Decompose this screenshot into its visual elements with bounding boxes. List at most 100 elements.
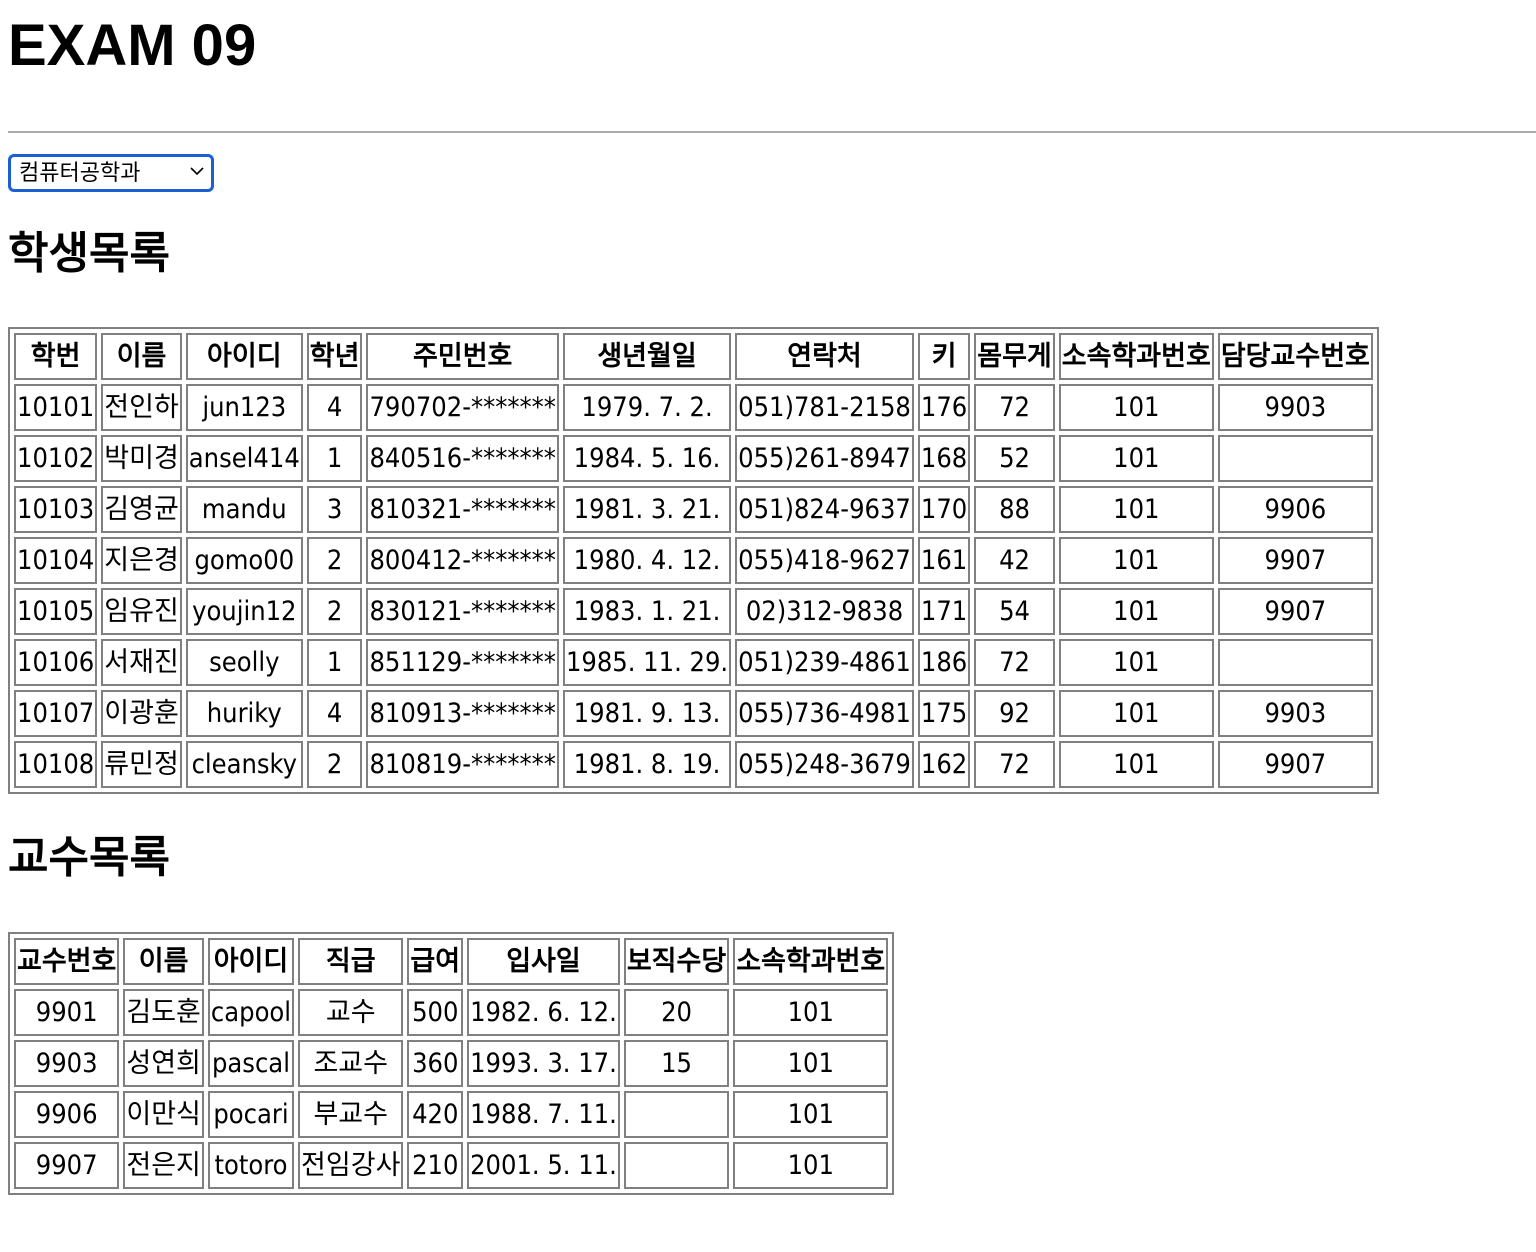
table-cell: 9906 <box>1217 486 1373 533</box>
table-cell: 055)418-9627 <box>735 537 914 584</box>
table-cell: 176 <box>917 384 971 431</box>
table-cell: gomo00 <box>185 537 303 584</box>
table-header-row: 학번 이름 아이디 학년 주민번호 생년월일 연락처 키 몸무게 소속학과번호 담당교수번호 <box>14 333 1373 380</box>
table-cell: 055)736-4981 <box>735 690 914 737</box>
table-cell: 류민정 <box>101 741 182 788</box>
table-row: 9901 김도훈 capool 교수 500 1982. 6. 12. 20 101 <box>14 989 889 1036</box>
table-cell: 2 <box>306 588 363 635</box>
department-select-value: 컴퓨터공학과 <box>19 161 141 186</box>
table-cell: 1 <box>306 639 363 686</box>
table-cell: 101 <box>1058 486 1214 533</box>
table-cell: 전은지 <box>123 1142 204 1189</box>
table-row: 9903 성연희 pascal 조교수 360 1993. 3. 17. 15 101 <box>14 1040 889 1087</box>
table-cell: totoro <box>207 1142 295 1189</box>
table-cell: 800412-******* <box>366 537 559 584</box>
table-cell: 10103 <box>14 486 98 533</box>
table-cell: 1981. 9. 13. <box>562 690 732 737</box>
table-cell: 3 <box>306 486 363 533</box>
column-header: 학년 <box>306 333 363 380</box>
divider <box>8 131 1536 133</box>
table-cell: 186 <box>917 639 971 686</box>
column-header: 이름 <box>123 938 204 985</box>
table-cell: seolly <box>185 639 303 686</box>
table-cell: 박미경 <box>101 435 182 482</box>
chevron-down-icon <box>190 167 204 176</box>
table-cell: 051)781-2158 <box>735 384 914 431</box>
table-cell: 10104 <box>14 537 98 584</box>
table-cell: 조교수 <box>298 1040 404 1087</box>
table-cell <box>623 1142 730 1189</box>
table-cell: 부교수 <box>298 1091 404 1138</box>
table-cell: 9907 <box>1217 741 1373 788</box>
table-row: 10108 류민정 cleansky 2 810819-******* 1981. 8. … <box>14 741 1373 788</box>
table-row: 10106 서재진 seolly 1 851129-******* 1985. 11. 2… <box>14 639 1373 686</box>
table-cell: 2001. 5. 11. <box>467 1142 620 1189</box>
table-cell: 790702-******* <box>366 384 559 431</box>
table-row: 10104 지은경 gomo00 2 800412-******* 1980. 4. 12… <box>14 537 1373 584</box>
department-select[interactable]: 컴퓨터공학과 <box>8 154 214 192</box>
table-cell: 161 <box>917 537 971 584</box>
table-cell: 051)824-9637 <box>735 486 914 533</box>
page: EXAM 09 컴퓨터공학과 학생목록 학번 이름 아이디 학년 주민번호 생년월일 연락처… <box>8 0 1536 1195</box>
column-header: 생년월일 <box>562 333 732 380</box>
table-cell: 051)239-4861 <box>735 639 914 686</box>
table-cell: 4 <box>306 384 363 431</box>
table-cell: 500 <box>407 989 464 1036</box>
table-cell: 810819-******* <box>366 741 559 788</box>
table-header-row: 교수번호 이름 아이디 직급 급여 입사일 보직수당 소속학과번호 <box>14 938 889 985</box>
table-cell: 210 <box>407 1142 464 1189</box>
table-cell: 9907 <box>1217 537 1373 584</box>
table-cell: 임유진 <box>101 588 182 635</box>
table-cell: 101 <box>1058 537 1214 584</box>
table-cell: 171 <box>917 588 971 635</box>
table-cell: 02)312-9838 <box>735 588 914 635</box>
table-cell: capool <box>207 989 295 1036</box>
column-header: 학번 <box>14 333 98 380</box>
table-cell: 101 <box>1058 741 1214 788</box>
column-header: 담당교수번호 <box>1217 333 1373 380</box>
table-row: 10105 임유진 youjin12 2 830121-******* 1983. 1. … <box>14 588 1373 635</box>
table-cell: 360 <box>407 1040 464 1087</box>
table-cell: 420 <box>407 1091 464 1138</box>
table-row: 10103 김영균 mandu 3 810321-******* 1981. 3. 21.… <box>14 486 1373 533</box>
table-cell: 1985. 11. 29. <box>562 639 732 686</box>
table-cell <box>623 1091 730 1138</box>
column-header: 키 <box>917 333 971 380</box>
table-cell: 1980. 4. 12. <box>562 537 732 584</box>
table-cell: 72 <box>974 639 1055 686</box>
table-cell: 1981. 3. 21. <box>562 486 732 533</box>
column-header: 급여 <box>407 938 464 985</box>
table-cell: 9901 <box>14 989 120 1036</box>
table-cell: 2 <box>306 537 363 584</box>
table-cell: 72 <box>974 384 1055 431</box>
table-cell: 101 <box>733 1040 889 1087</box>
column-header: 교수번호 <box>14 938 120 985</box>
table-cell: 이만식 <box>123 1091 204 1138</box>
table-cell: 170 <box>917 486 971 533</box>
table-cell: 이광훈 <box>101 690 182 737</box>
table-cell: 88 <box>974 486 1055 533</box>
table-cell: 101 <box>1058 435 1214 482</box>
column-header: 입사일 <box>467 938 620 985</box>
professors-table: 교수번호 이름 아이디 직급 급여 입사일 보직수당 소속학과번호 9901 김도훈 capool… <box>8 932 895 1195</box>
table-cell: 1982. 6. 12. <box>467 989 620 1036</box>
table-cell: 101 <box>733 989 889 1036</box>
table-cell: 9907 <box>1217 588 1373 635</box>
column-header: 주민번호 <box>366 333 559 380</box>
table-cell: pocari <box>207 1091 295 1138</box>
table-row: 10107 이광훈 huriky 4 810913-******* 1981. 9. 13… <box>14 690 1373 737</box>
table-cell: 1993. 3. 17. <box>467 1040 620 1087</box>
table-row: 9906 이만식 pocari 부교수 420 1988. 7. 11. 101 <box>14 1091 889 1138</box>
table-cell: 15 <box>623 1040 730 1087</box>
column-header: 아이디 <box>207 938 295 985</box>
column-header: 소속학과번호 <box>1058 333 1214 380</box>
table-cell: mandu <box>185 486 303 533</box>
table-cell: 10102 <box>14 435 98 482</box>
table-cell: 101 <box>733 1142 889 1189</box>
table-cell: 1981. 8. 19. <box>562 741 732 788</box>
students-table: 학번 이름 아이디 학년 주민번호 생년월일 연락처 키 몸무게 소속학과번호 담당교수번호 101… <box>8 327 1379 794</box>
table-cell: 지은경 <box>101 537 182 584</box>
table-cell: 1988. 7. 11. <box>467 1091 620 1138</box>
table-cell: 162 <box>917 741 971 788</box>
table-cell: 1983. 1. 21. <box>562 588 732 635</box>
